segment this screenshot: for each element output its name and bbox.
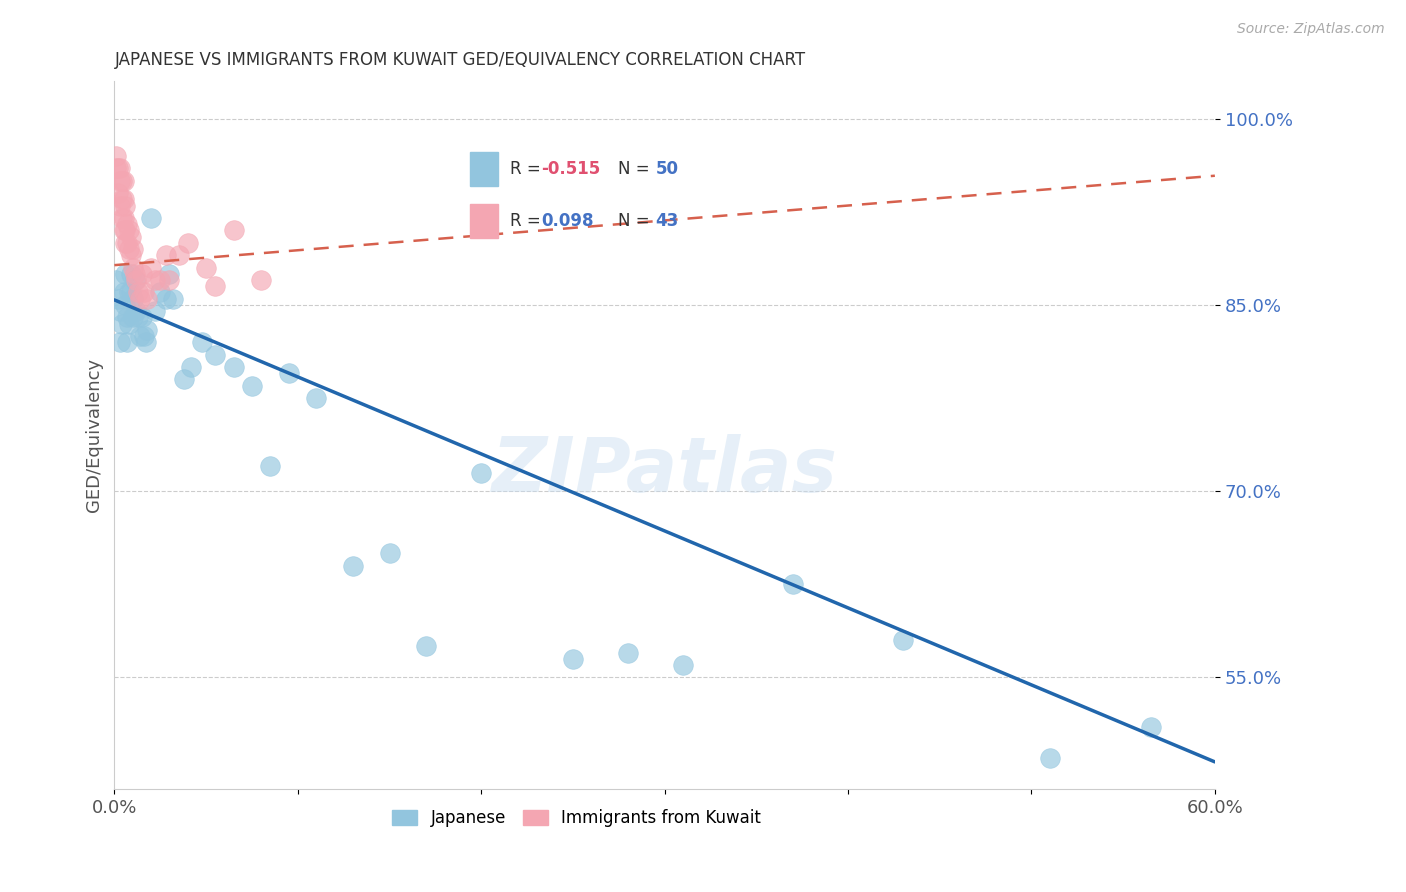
- Point: [127, 310, 149, 325]
- Point: [191, 335, 214, 350]
- Point: [136, 323, 159, 337]
- Point: [120, 267, 142, 281]
- Point: [135, 335, 157, 350]
- Point: [105, 161, 128, 176]
- Point: [108, 304, 131, 318]
- Point: [149, 285, 172, 300]
- Point: [117, 335, 139, 350]
- Text: Source: ZipAtlas.com: Source: ZipAtlas.com: [1237, 22, 1385, 37]
- Point: [240, 378, 263, 392]
- Point: [173, 372, 195, 386]
- Point: [120, 285, 142, 300]
- Point: [117, 310, 139, 325]
- Point: [108, 174, 131, 188]
- Point: [112, 223, 135, 237]
- Point: [107, 161, 129, 176]
- Point: [108, 161, 131, 176]
- Point: [112, 285, 135, 300]
- Point: [159, 267, 181, 281]
- Point: [277, 366, 299, 380]
- Point: [129, 329, 152, 343]
- Point: [131, 310, 153, 325]
- Point: [118, 223, 141, 237]
- Point: [149, 273, 172, 287]
- Point: [112, 174, 135, 188]
- Point: [120, 248, 142, 262]
- Point: [114, 235, 136, 250]
- Point: [159, 273, 181, 287]
- Point: [108, 335, 131, 350]
- Point: [107, 186, 129, 200]
- Point: [118, 285, 141, 300]
- Point: [132, 285, 155, 300]
- Text: JAPANESE VS IMMIGRANTS FROM KUWAIT GED/EQUIVALENCY CORRELATION CHART: JAPANESE VS IMMIGRANTS FROM KUWAIT GED/E…: [114, 51, 806, 69]
- Point: [112, 211, 135, 225]
- Point: [470, 466, 492, 480]
- Point: [222, 359, 245, 374]
- Point: [118, 317, 141, 331]
- Point: [125, 304, 148, 318]
- Point: [121, 260, 143, 275]
- Point: [139, 211, 162, 225]
- Point: [108, 198, 131, 212]
- Point: [195, 260, 218, 275]
- Point: [136, 292, 159, 306]
- Point: [105, 273, 128, 287]
- Legend: Japanese, Immigrants from Kuwait: Japanese, Immigrants from Kuwait: [385, 803, 768, 834]
- Point: [155, 292, 177, 306]
- Point: [111, 174, 134, 188]
- Point: [118, 242, 141, 256]
- Point: [342, 558, 364, 573]
- Point: [117, 235, 139, 250]
- Point: [114, 267, 136, 281]
- Point: [117, 217, 139, 231]
- Point: [204, 279, 226, 293]
- Point: [1039, 751, 1062, 765]
- Point: [155, 248, 177, 262]
- Point: [112, 192, 135, 206]
- Point: [139, 260, 162, 275]
- Point: [120, 229, 142, 244]
- Point: [124, 273, 146, 287]
- Point: [107, 292, 129, 306]
- Point: [121, 292, 143, 306]
- Point: [143, 304, 166, 318]
- Point: [415, 640, 437, 654]
- Point: [305, 391, 328, 405]
- Point: [222, 223, 245, 237]
- Point: [111, 211, 134, 225]
- Point: [132, 329, 155, 343]
- Point: [127, 285, 149, 300]
- Point: [124, 267, 146, 281]
- Point: [617, 646, 640, 660]
- Point: [143, 273, 166, 287]
- Point: [891, 633, 914, 648]
- Point: [121, 310, 143, 325]
- Point: [162, 292, 184, 306]
- Point: [111, 192, 134, 206]
- Point: [121, 242, 143, 256]
- Point: [378, 546, 401, 560]
- Point: [180, 359, 202, 374]
- Point: [114, 198, 136, 212]
- Point: [111, 317, 134, 331]
- Point: [105, 149, 128, 163]
- Point: [561, 652, 583, 666]
- Point: [177, 235, 200, 250]
- Point: [167, 248, 190, 262]
- Point: [1139, 720, 1161, 734]
- Point: [672, 658, 695, 673]
- Y-axis label: GED/Equivalency: GED/Equivalency: [86, 359, 103, 512]
- Point: [204, 347, 226, 361]
- Point: [259, 459, 281, 474]
- Point: [131, 267, 153, 281]
- Text: ZIPatlas: ZIPatlas: [492, 434, 838, 508]
- Point: [114, 223, 136, 237]
- Point: [250, 273, 273, 287]
- Point: [114, 298, 136, 312]
- Point: [125, 273, 148, 287]
- Point: [782, 577, 804, 591]
- Point: [129, 292, 152, 306]
